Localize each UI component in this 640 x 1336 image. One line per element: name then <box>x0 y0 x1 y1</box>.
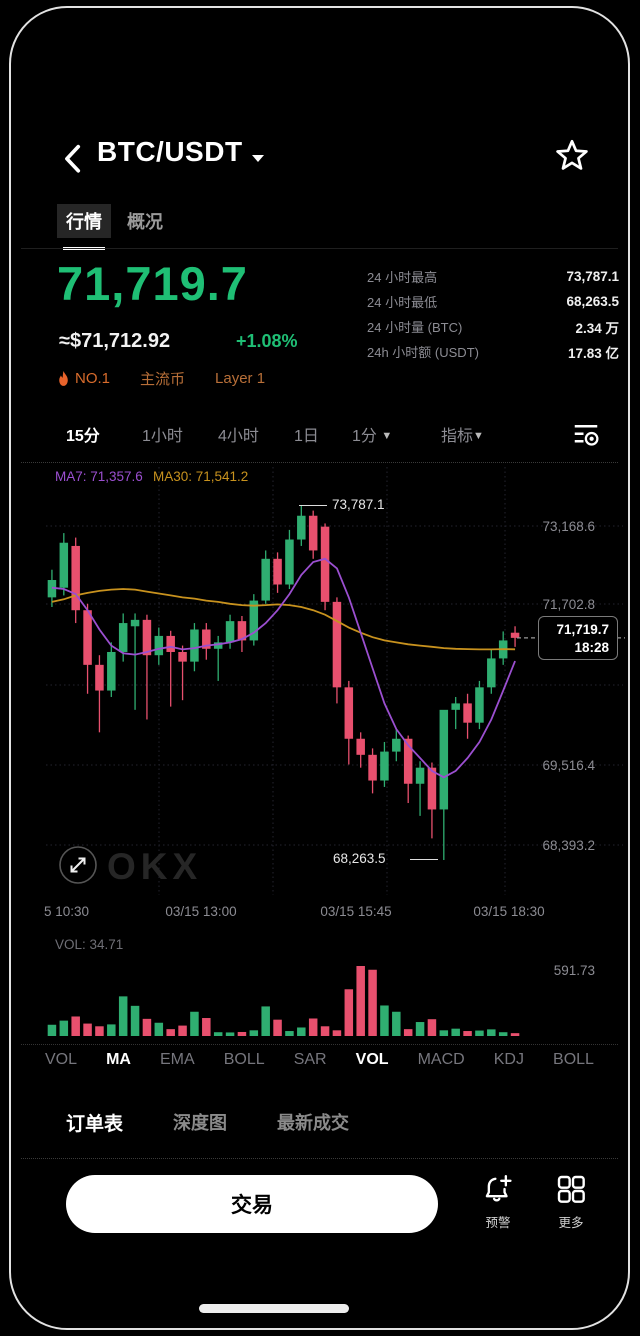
low-annotation-dash <box>410 859 438 860</box>
timeframe-1d[interactable]: 1日 <box>294 428 319 445</box>
tab-quotes-label: 行情 <box>66 212 102 232</box>
indicator-ema[interactable]: EMA <box>160 1051 195 1068</box>
ma7-legend: MA7: 71,357.6 <box>55 469 143 484</box>
stats-panel: 24 小时最高 73,787.1 24 小时最低 68,263.5 24 小时量… <box>367 264 619 364</box>
more-label: 更多 <box>558 1216 584 1230</box>
timeframe-15m[interactable]: 15分 <box>66 428 100 445</box>
current-price-tag: 71,719.7 18:28 <box>538 616 618 660</box>
low-annotation: 68,263.5 <box>333 851 386 866</box>
indicator-macd[interactable]: MACD <box>417 1051 465 1068</box>
okx-watermark: OKX <box>107 846 203 887</box>
stat-turnover-value: 17.83 亿 <box>567 345 619 361</box>
app-screen: BTC/USDT 行情 概况 71,719.7 ≈$71,712.92 +1.0… <box>11 8 628 1328</box>
stat-high-label: 24 小时最高 <box>367 270 438 285</box>
y-axis-label: 68,393.2 <box>542 838 595 853</box>
fullscreen-expand-icon[interactable] <box>58 845 98 885</box>
x-axis-label: 5 10:30 <box>44 904 90 919</box>
high-annotation-dash <box>299 505 327 506</box>
grid-more-icon <box>557 1175 585 1203</box>
tab-latest-trades[interactable]: 最新成交 <box>277 1113 349 1133</box>
trade-button[interactable]: 交易 <box>66 1175 438 1233</box>
tab-overview[interactable]: 概况 <box>127 212 163 232</box>
indicator-tab-row: VOL MA EMA BOLL SAR VOL MACD KDJ BOLL <box>45 1051 594 1069</box>
badge-rank-label: NO.1 <box>75 370 111 387</box>
indicator-sar[interactable]: SAR <box>293 1051 327 1068</box>
timeframe-4h[interactable]: 4小时 <box>218 428 259 445</box>
high-annotation: 73,787.1 <box>332 497 385 512</box>
last-price: 71,719.7 <box>57 257 248 310</box>
chevron-down-icon: ▼ <box>473 430 484 442</box>
volume-chart[interactable] <box>11 933 630 1043</box>
current-price-time: 18:28 <box>574 640 609 655</box>
tab-order-book[interactable]: 订单表 <box>66 1114 124 1135</box>
y-axis-label: 73,168.6 <box>542 519 595 534</box>
tab-quotes[interactable]: 行情 <box>57 204 111 250</box>
flame-icon <box>59 370 68 386</box>
current-price-value: 71,719.7 <box>556 622 609 637</box>
timeframe-more-dropdown[interactable]: 1分 ▼ <box>352 422 392 446</box>
indicator-ma[interactable]: MA <box>106 1051 131 1068</box>
stat-high-value: 73,787.1 <box>566 269 619 284</box>
stat-low-label: 24 小时最低 <box>367 295 438 310</box>
tab-depth-chart[interactable]: 深度图 <box>173 1113 227 1133</box>
stat-row-high: 24 小时最高 73,787.1 <box>367 264 619 289</box>
chart-settings-icon[interactable] <box>571 421 601 449</box>
ma30-legend: MA30: 71,541.2 <box>153 469 249 484</box>
badge-rank[interactable]: NO.1 <box>57 370 110 387</box>
badge-mainstream[interactable]: 主流币 <box>140 371 186 388</box>
stat-row-turnover-usdt: 24h 小时额 (USDT) 17.83 亿 <box>367 339 619 364</box>
stat-volbtc-value: 2.34 万 <box>575 320 619 336</box>
volume-current-label: VOL: 34.71 <box>55 937 124 952</box>
timeframe-1h[interactable]: 1小时 <box>142 428 183 445</box>
favorite-star-icon[interactable] <box>554 138 590 174</box>
header-separator <box>21 248 618 249</box>
chevron-down-icon: ▼ <box>381 430 393 442</box>
x-axis-label: 03/15 13:00 <box>165 904 237 919</box>
timeframe-more-label: 1分 <box>352 428 377 445</box>
indicator-dropdown[interactable]: 指标▼ <box>441 422 484 446</box>
badge-row: NO.1 主流币 Layer 1 <box>57 368 265 389</box>
home-indicator[interactable] <box>199 1304 349 1313</box>
stat-row-volume-btc: 24 小时量 (BTC) 2.34 万 <box>367 314 619 339</box>
indicator-vol-main[interactable]: VOL <box>45 1051 78 1068</box>
indicator-kdj[interactable]: KDJ <box>493 1051 524 1068</box>
stat-turnover-label: 24h 小时额 (USDT) <box>367 345 479 360</box>
volume-separator <box>21 1044 618 1045</box>
stat-low-value: 68,263.5 <box>566 294 619 309</box>
x-axis-label: 03/15 18:30 <box>473 904 545 919</box>
bell-plus-icon <box>485 1175 512 1202</box>
phone-frame: BTC/USDT 行情 概况 71,719.7 ≈$71,712.92 +1.0… <box>9 6 630 1330</box>
alert-label: 预警 <box>485 1216 511 1230</box>
stat-volbtc-label: 24 小时量 (BTC) <box>367 320 463 335</box>
indicator-dropdown-label: 指标 <box>441 428 474 445</box>
back-icon[interactable] <box>57 140 91 176</box>
more-action[interactable]: 更多 <box>539 1173 603 1231</box>
fiat-price: ≈$71,712.92 <box>59 330 171 352</box>
order-tabs-separator <box>21 1158 618 1159</box>
pair-dropdown-icon[interactable] <box>251 154 265 163</box>
price-change-pct: +1.08% <box>236 331 298 351</box>
y-axis-label: 71,702.8 <box>542 597 595 612</box>
indicator-boll-sub[interactable]: BOLL <box>553 1051 594 1068</box>
y-axis-label: 69,516.4 <box>542 758 595 773</box>
x-axis-label: 03/15 15:45 <box>320 904 392 919</box>
stat-row-low: 24 小时最低 68,263.5 <box>367 289 619 314</box>
badge-layer1[interactable]: Layer 1 <box>215 370 266 387</box>
indicator-boll[interactable]: BOLL <box>223 1051 265 1068</box>
indicator-vol-sub[interactable]: VOL <box>355 1051 389 1068</box>
alert-action[interactable]: 预警 <box>466 1173 530 1231</box>
candlestick-chart[interactable] <box>11 463 630 928</box>
timeframe-separator <box>21 462 618 463</box>
pair-title[interactable]: BTC/USDT <box>97 136 243 167</box>
volume-max-label: 591.73 <box>553 963 595 978</box>
